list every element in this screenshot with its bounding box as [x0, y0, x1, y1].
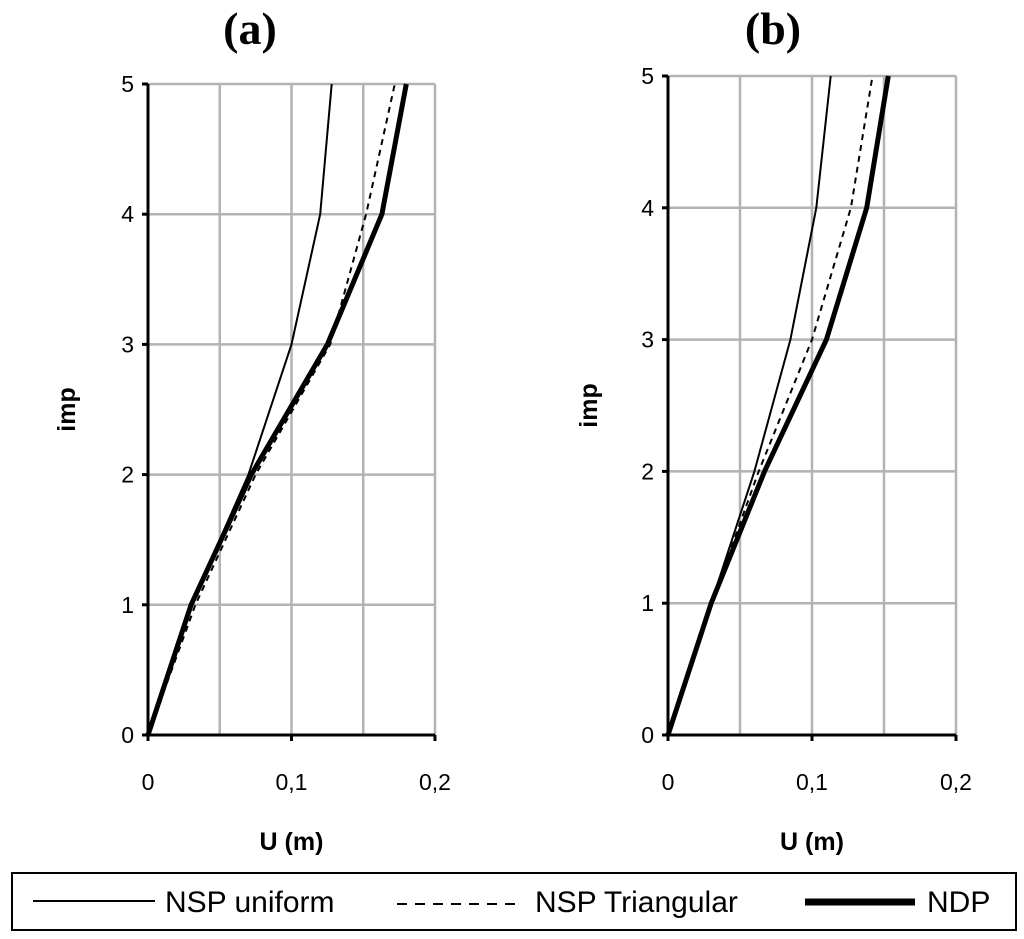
legend-label-ndp: NDP — [927, 886, 990, 919]
y-tick-label: 1 — [641, 590, 654, 616]
y-axis-label: imp — [575, 383, 603, 427]
y-tick-label: 0 — [641, 722, 654, 748]
series-line-ndp — [665, 75, 891, 736]
legend: NSP uniform NSP Triangular NDP — [11, 872, 1017, 931]
panel-title-a: (a) — [223, 3, 277, 54]
x-tick-label: 0 — [142, 769, 155, 795]
legend-label-nsp-uniform: NSP uniform — [165, 886, 335, 919]
chart-panel-a: (a) 0 1 2 3 4 5 0 0,1 0,2 U (m) imp — [53, 3, 451, 856]
panel-title-b: (b) — [745, 3, 801, 54]
y-tick-label: 5 — [121, 71, 134, 97]
y-tick-label: 3 — [641, 327, 654, 353]
x-axis-label: U (m) — [780, 828, 844, 856]
x-tick-label: 0,2 — [419, 769, 451, 795]
series-line-nsp-triangular — [147, 83, 396, 736]
legend-label-nsp-triangular: NSP Triangular — [535, 886, 738, 919]
y-tick-label: 2 — [121, 462, 134, 488]
y-tick-label: 5 — [641, 63, 654, 89]
y-axis-label: imp — [53, 387, 81, 431]
y-tick-label: 4 — [121, 201, 134, 227]
y-tick-label: 1 — [121, 592, 134, 618]
x-tick-label: 0,2 — [940, 769, 972, 795]
y-tick-label: 2 — [641, 458, 654, 484]
y-tick-label: 0 — [121, 722, 134, 748]
series-line-nsp-uniform — [667, 75, 832, 736]
x-axis-label: U (m) — [260, 828, 324, 856]
series-line-ndp — [145, 83, 409, 736]
chart-panel-b: (b) 0 1 2 3 4 5 0 0,1 0,2 U (m) imp — [575, 3, 972, 856]
y-tick-label: 3 — [121, 331, 134, 357]
x-tick-label: 0 — [662, 769, 675, 795]
series-line-nsp-uniform — [147, 83, 333, 736]
x-tick-label: 0,1 — [276, 769, 308, 795]
x-tick-label: 0,1 — [796, 769, 828, 795]
y-tick-label: 4 — [641, 195, 654, 221]
